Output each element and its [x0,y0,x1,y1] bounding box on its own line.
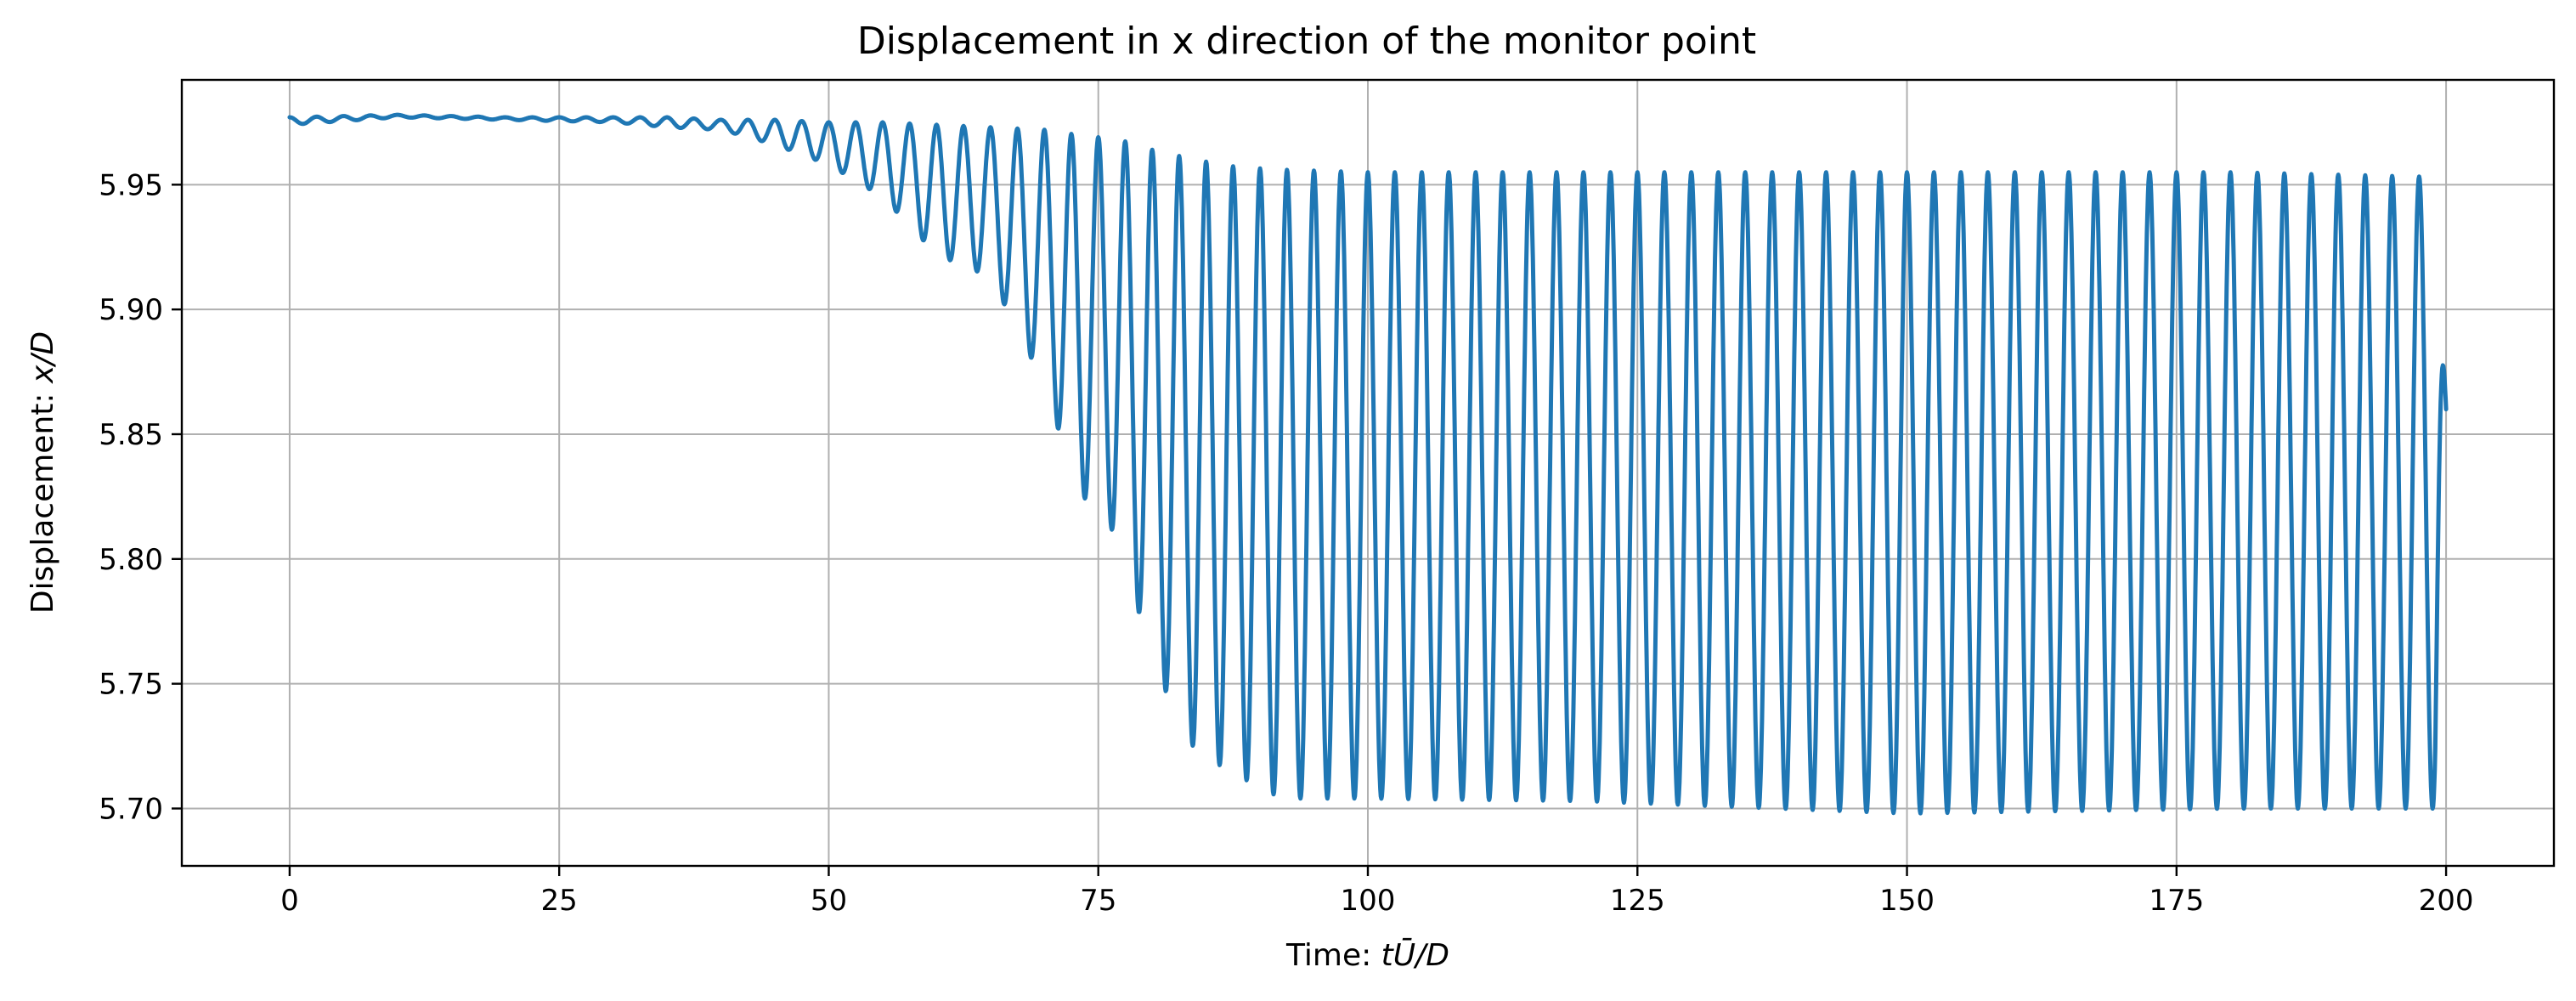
x-tick-label: 25 [541,884,578,918]
x-tick-label: 175 [2149,884,2204,918]
tick-layer: 0 25 50 75 100 125 150 175 200 5.70 5.75 5.80 5.85 5.… [99,168,2473,918]
x-tick-label: 75 [1080,884,1116,918]
series-line [287,112,2449,816]
x-tick-label: 0 [280,884,299,918]
y-tick-label: 5.75 [99,668,163,702]
y-tick-label: 5.80 [99,543,163,577]
y-axis-label: Displacement: x/D [25,331,60,614]
x-tick-label: 100 [1341,884,1396,918]
x-tick-label: 200 [2419,884,2474,918]
x-axis-label: Time: tŪ/D [1285,938,1449,973]
x-tick-label: 125 [1610,884,1665,918]
x-tick-label: 150 [1879,884,1935,918]
grid-layer [182,80,2554,866]
chart-title: Displacement in x direction of the monit… [857,20,1756,63]
y-tick-label: 5.90 [99,293,163,327]
x-tick-label: 50 [811,884,847,918]
y-tick-label: 5.70 [99,792,163,826]
y-tick-label: 5.85 [99,418,163,452]
y-tick-label: 5.95 [99,168,163,202]
